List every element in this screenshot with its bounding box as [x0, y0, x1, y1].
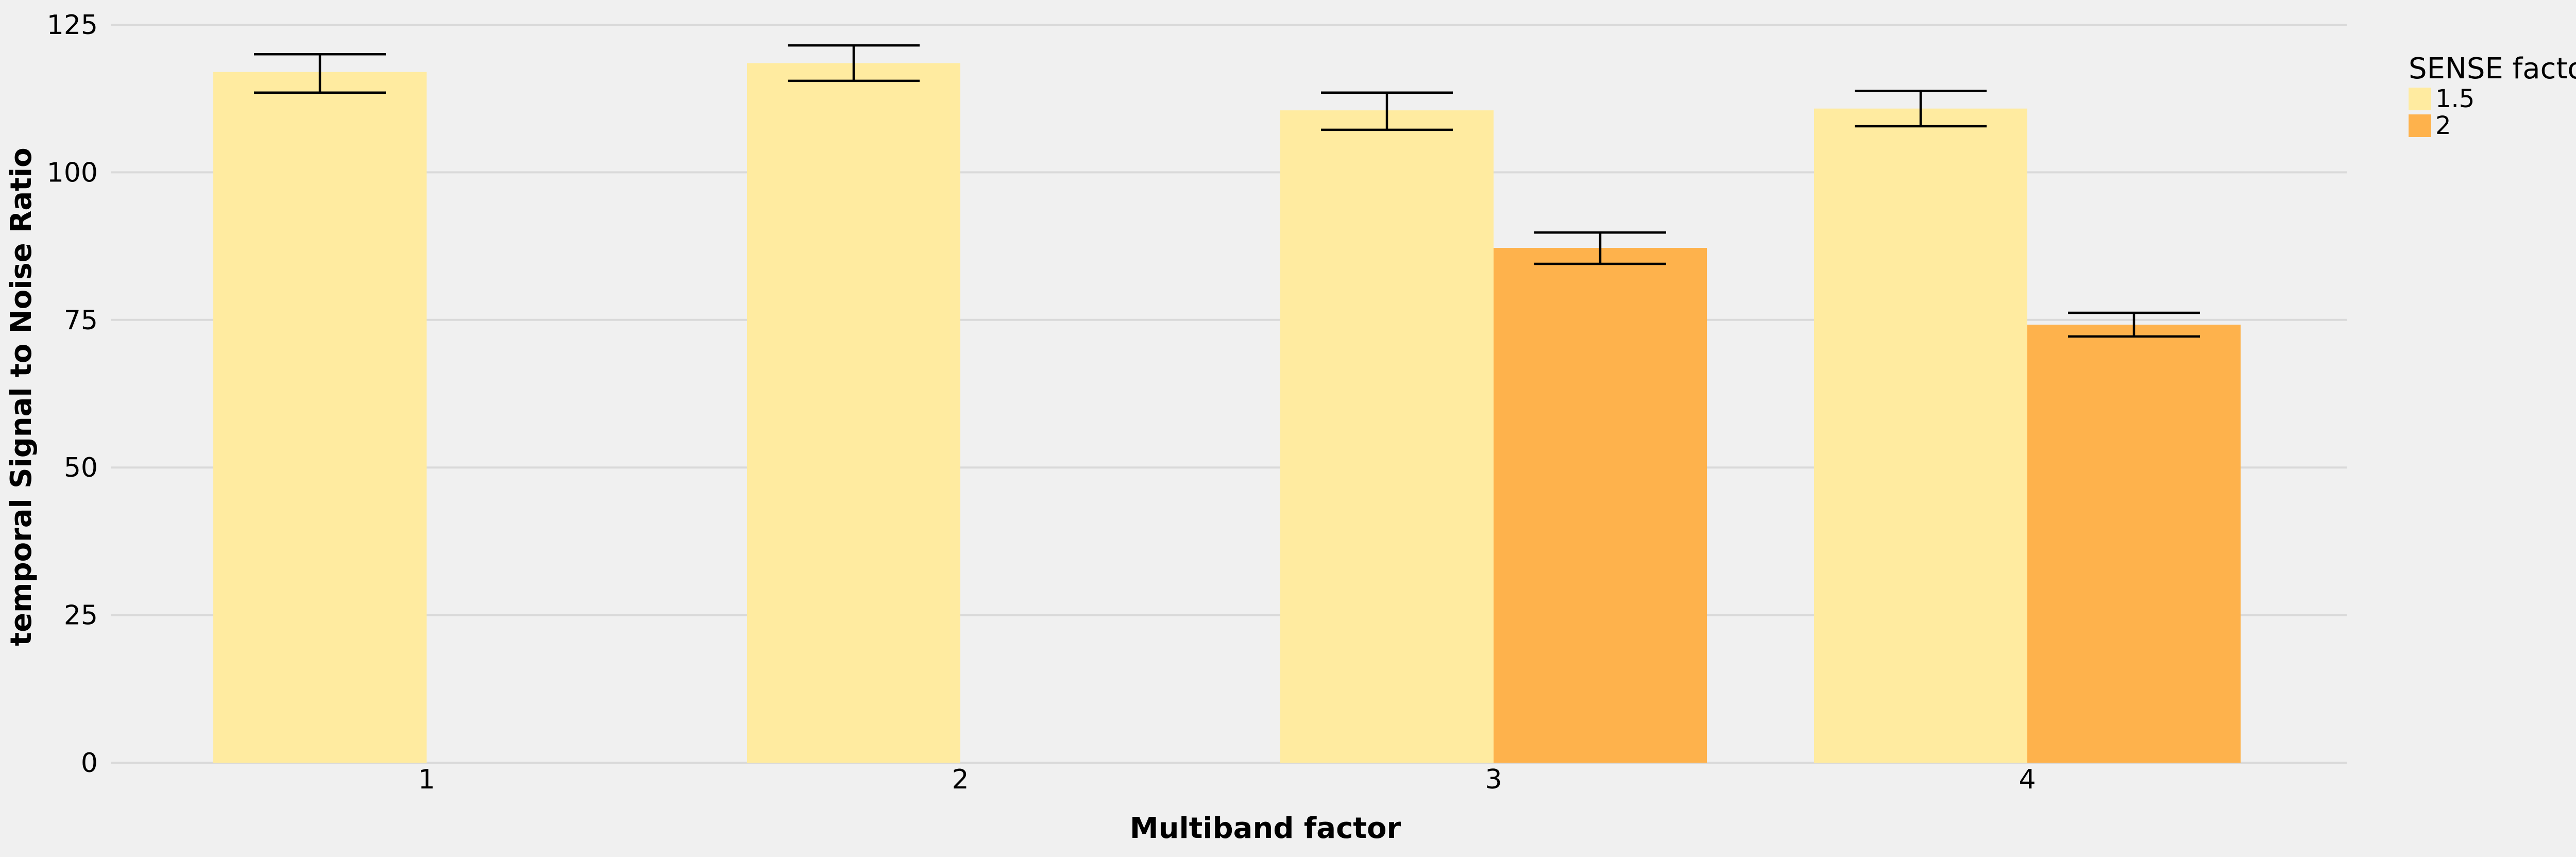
legend-label: 1.5 — [2435, 85, 2475, 113]
legend-swatch — [2409, 88, 2431, 110]
bars — [213, 63, 2241, 763]
legend-title: SENSE factor — [2409, 52, 2576, 86]
legend: SENSE factor1.52 — [2409, 52, 2576, 140]
x-tick-label: 3 — [1485, 764, 1502, 795]
y-tick-label: 0 — [81, 748, 98, 779]
x-tick-label: 2 — [952, 764, 969, 795]
bar-series-0-3 — [1280, 110, 1494, 763]
x-tick-label: 1 — [418, 764, 435, 795]
bar-series-0-4 — [1814, 108, 2027, 763]
x-tick-label: 4 — [2019, 764, 2036, 795]
axes: 0 25 50 75 100 125 1 2 3 4 — [47, 10, 2036, 795]
x-axis-title: Multiband factor — [1130, 812, 1401, 845]
bar-series-0-2 — [747, 63, 960, 763]
y-tick-label: 125 — [47, 10, 98, 41]
y-tick-label: 75 — [64, 305, 98, 336]
legend-swatch — [2409, 114, 2431, 137]
y-tick-label: 50 — [64, 452, 98, 483]
y-axis-title: temporal Signal to Noise Ratio — [5, 147, 38, 646]
bar-series-1-3 — [1494, 248, 1707, 763]
y-tick-label: 25 — [64, 600, 98, 631]
error-bars — [254, 44, 2200, 338]
y-tick-label: 100 — [47, 157, 98, 188]
bar-series-1-4 — [2027, 324, 2241, 763]
legend-label: 2 — [2435, 111, 2451, 140]
bar-series-0-1 — [213, 72, 427, 763]
